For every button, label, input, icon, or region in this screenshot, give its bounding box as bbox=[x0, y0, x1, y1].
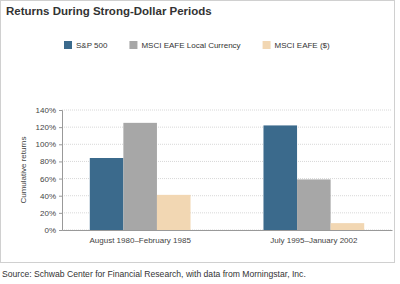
x-axis: August 1980–February 1985 July 1995–Janua… bbox=[63, 230, 393, 245]
legend-swatch bbox=[64, 41, 72, 49]
y-tick: 0% bbox=[44, 226, 62, 235]
grid-line bbox=[62, 127, 392, 128]
title: Returns During Strong-Dollar Periods bbox=[6, 5, 212, 17]
y-tick-mark bbox=[59, 230, 62, 231]
y-tick: 20% bbox=[40, 209, 62, 218]
bar bbox=[263, 125, 297, 230]
y-tick: 40% bbox=[40, 192, 62, 201]
bar bbox=[157, 195, 191, 230]
chart-frame bbox=[1, 1, 395, 263]
y-axis-line bbox=[59, 111, 63, 231]
x-tick: July 1995–January 2002 bbox=[270, 230, 358, 245]
y-tick-label: 20% bbox=[40, 209, 56, 218]
y-axis: 0% 20% 40% 60% 80% 100% 120% 140% bbox=[36, 106, 63, 235]
y-tick-label: 40% bbox=[40, 192, 56, 201]
grid-line bbox=[62, 110, 392, 111]
bar bbox=[123, 123, 157, 230]
grid-line bbox=[62, 144, 392, 145]
y-tick-label: 80% bbox=[40, 157, 56, 166]
bar bbox=[331, 223, 365, 230]
x-axis-line bbox=[63, 230, 393, 231]
y-tick-label: 120% bbox=[36, 123, 56, 132]
y-tick-mark bbox=[59, 161, 62, 162]
y-tick-mark bbox=[59, 179, 62, 180]
legend-swatch bbox=[129, 41, 137, 49]
y-tick: 140% bbox=[36, 106, 62, 115]
y-tick-mark bbox=[59, 110, 62, 111]
legend-label: MSCI EAFE ($) bbox=[275, 41, 330, 50]
y-tick-label: 100% bbox=[36, 140, 56, 149]
chart: Returns During Strong-Dollar Periods 0% 20… bbox=[0, 0, 400, 284]
y-axis-title: Cumulative returns bbox=[19, 136, 28, 203]
legend-label: S&P 500 bbox=[76, 41, 108, 50]
y-tick: 120% bbox=[36, 123, 62, 132]
y-tick: 80% bbox=[40, 157, 62, 166]
y-tick-label: 140% bbox=[36, 106, 56, 115]
bar bbox=[297, 179, 331, 230]
source-note: Source: Schwab Center for Financial Rese… bbox=[2, 269, 306, 279]
y-tick-label: 0% bbox=[44, 226, 56, 235]
y-tick-label: 60% bbox=[40, 175, 56, 184]
bar bbox=[90, 158, 124, 230]
x-tick-label: July 1995–January 2002 bbox=[270, 236, 358, 245]
y-tick: 100% bbox=[36, 140, 62, 149]
x-tick-label: August 1980–February 1985 bbox=[89, 236, 191, 245]
y-tick-mark bbox=[59, 144, 62, 145]
y-tick-mark bbox=[59, 196, 62, 197]
legend-label: MSCI EAFE Local Currency bbox=[141, 41, 240, 50]
x-tick: August 1980–February 1985 bbox=[89, 230, 191, 245]
legend-swatch bbox=[263, 41, 271, 49]
y-tick-mark bbox=[59, 127, 62, 128]
bars bbox=[90, 123, 364, 230]
y-tick-mark bbox=[59, 213, 62, 214]
y-tick: 60% bbox=[40, 175, 62, 184]
grid bbox=[62, 110, 392, 230]
legend: S&P 500 MSCI EAFE Local Currency MSCI EAFE… bbox=[64, 41, 330, 50]
